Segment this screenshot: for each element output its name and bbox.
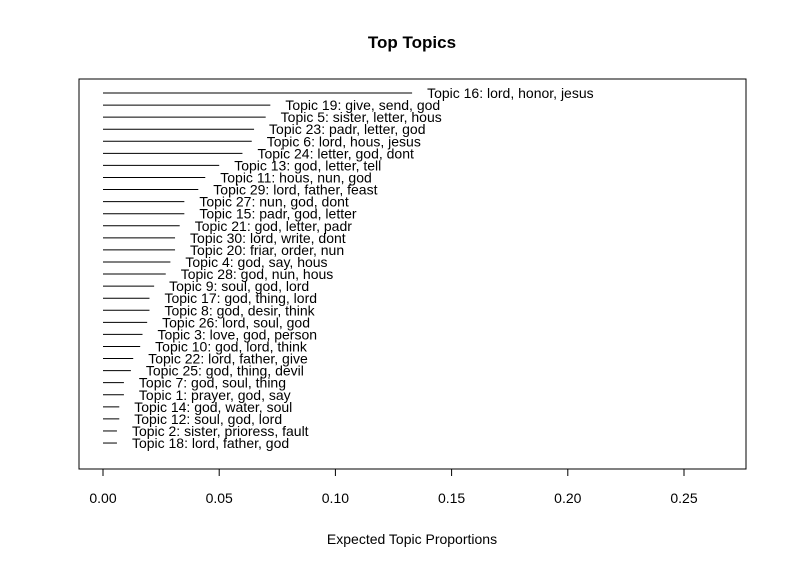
topic-label: Topic 12: soul, god, lord: [134, 411, 282, 427]
topic-label: Topic 24: letter, god, dont: [257, 145, 414, 161]
topic-label: Topic 21: god, letter, padr: [195, 218, 353, 234]
topic-label: Topic 6: lord, hous, jesus: [267, 133, 421, 149]
chart-title: Top Topics: [368, 33, 456, 52]
x-axis: 0.00 0.05 0.10 0.15 0.20 0.25: [89, 468, 698, 506]
topic-label: Topic 20: friar, order, nun: [190, 242, 344, 258]
topic-label: Topic 5: sister, letter, hous: [281, 109, 442, 125]
topic-label: Topic 23: padr, letter, god: [269, 121, 425, 137]
topic-label: Topic 16: lord, honor, jesus: [427, 85, 594, 101]
x-tick-label: 0.00: [89, 490, 116, 506]
x-tick-label: 0.15: [438, 490, 465, 506]
topic-label: Topic 17: god, thing, lord: [164, 290, 317, 306]
topic-label: Topic 30: lord, write, dont: [190, 230, 346, 246]
topic-label: Topic 22: lord, father, give: [148, 351, 308, 367]
topic-label: Topic 7: god, soul, thing: [139, 375, 286, 391]
topic-label: Topic 15: padr, god, letter: [199, 206, 357, 222]
topic-label: Topic 4: god, say, hous: [185, 254, 327, 270]
x-tick-label: 0.10: [322, 490, 349, 506]
topic-label: Topic 10: god, lord, think: [155, 338, 308, 354]
topic-label: Topic 26: lord, soul, god: [162, 314, 310, 330]
topic-label: Topic 1: prayer, god, say: [139, 387, 291, 403]
topic-label: Topic 2: sister, prioress, fault: [132, 423, 309, 439]
topic-label: Topic 28: god, nun, hous: [181, 266, 334, 282]
topic-label: Topic 13: god, letter, tell: [234, 157, 381, 173]
x-axis-title: Expected Topic Proportions: [327, 531, 497, 547]
topic-label: Topic 11: hous, nun, god: [220, 169, 372, 185]
topic-label: Topic 14: god, water, soul: [134, 399, 292, 415]
topic-label: Topic 25: god, thing, devil: [146, 363, 304, 379]
x-tick-label: 0.05: [206, 490, 233, 506]
topic-label: Topic 18: lord, father, god: [132, 435, 289, 451]
topic-label: Topic 3: love, god, person: [158, 326, 318, 342]
x-tick-label: 0.20: [554, 490, 581, 506]
x-tick-label: 0.25: [670, 490, 697, 506]
topic-label: Topic 8: god, desir, think: [164, 302, 315, 318]
topic-label: Topic 29: lord, father, feast: [213, 182, 377, 198]
topic-label: Topic 9: soul, god, lord: [169, 278, 309, 294]
topic-label: Topic 19: give, send, god: [285, 97, 440, 113]
topic-label: Topic 27: nun, god, dont: [199, 194, 349, 210]
